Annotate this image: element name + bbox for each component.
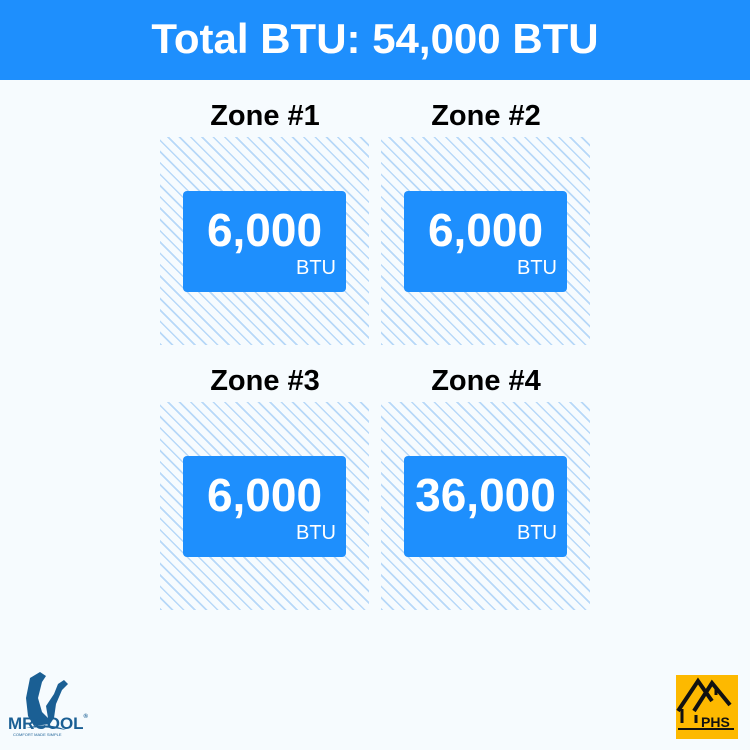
btu-value: 6,000 (206, 469, 323, 521)
zone-title: Zone #1 (210, 100, 320, 132)
btu-value: 6,000 (206, 204, 323, 256)
btu-box: 6,000 BTU (183, 456, 346, 557)
btu-value: 36,000 (415, 469, 556, 521)
btu-unit: BTU (517, 522, 557, 544)
btu-value: 6,000 (427, 204, 544, 256)
polar-bear-icon (26, 672, 68, 730)
mrcool-logo: MRCOOL® COMFORT MADE SIMPLE (8, 668, 88, 748)
btu-unit: BTU (296, 257, 336, 279)
btu-unit: BTU (296, 522, 336, 544)
zone-1: Zone #1 6,000 BTU (160, 96, 370, 345)
btu-unit: BTU (517, 257, 557, 279)
zone-title: Zone #4 (431, 365, 541, 397)
phs-logo: PHS (676, 675, 738, 739)
btu-box: 36,000 BTU (404, 456, 567, 557)
total-btu-header: Total BTU: 54,000 BTU (0, 0, 750, 80)
svg-text:PHS: PHS (701, 714, 730, 730)
zone-title: Zone #2 (431, 100, 541, 132)
zone-title: Zone #3 (210, 365, 320, 397)
mrcool-wordmark: MRCOOL® (8, 714, 88, 733)
house-roof-icon: PHS (676, 677, 734, 730)
zone-2: Zone #2 6,000 BTU (381, 96, 591, 345)
mrcool-tagline: COMFORT MADE SIMPLE (13, 732, 62, 737)
btu-box: 6,000 BTU (183, 191, 346, 292)
zone-3: Zone #3 6,000 BTU (160, 361, 370, 610)
btu-box: 6,000 BTU (404, 191, 567, 292)
zone-4: Zone #4 36,000 BTU (381, 361, 591, 610)
